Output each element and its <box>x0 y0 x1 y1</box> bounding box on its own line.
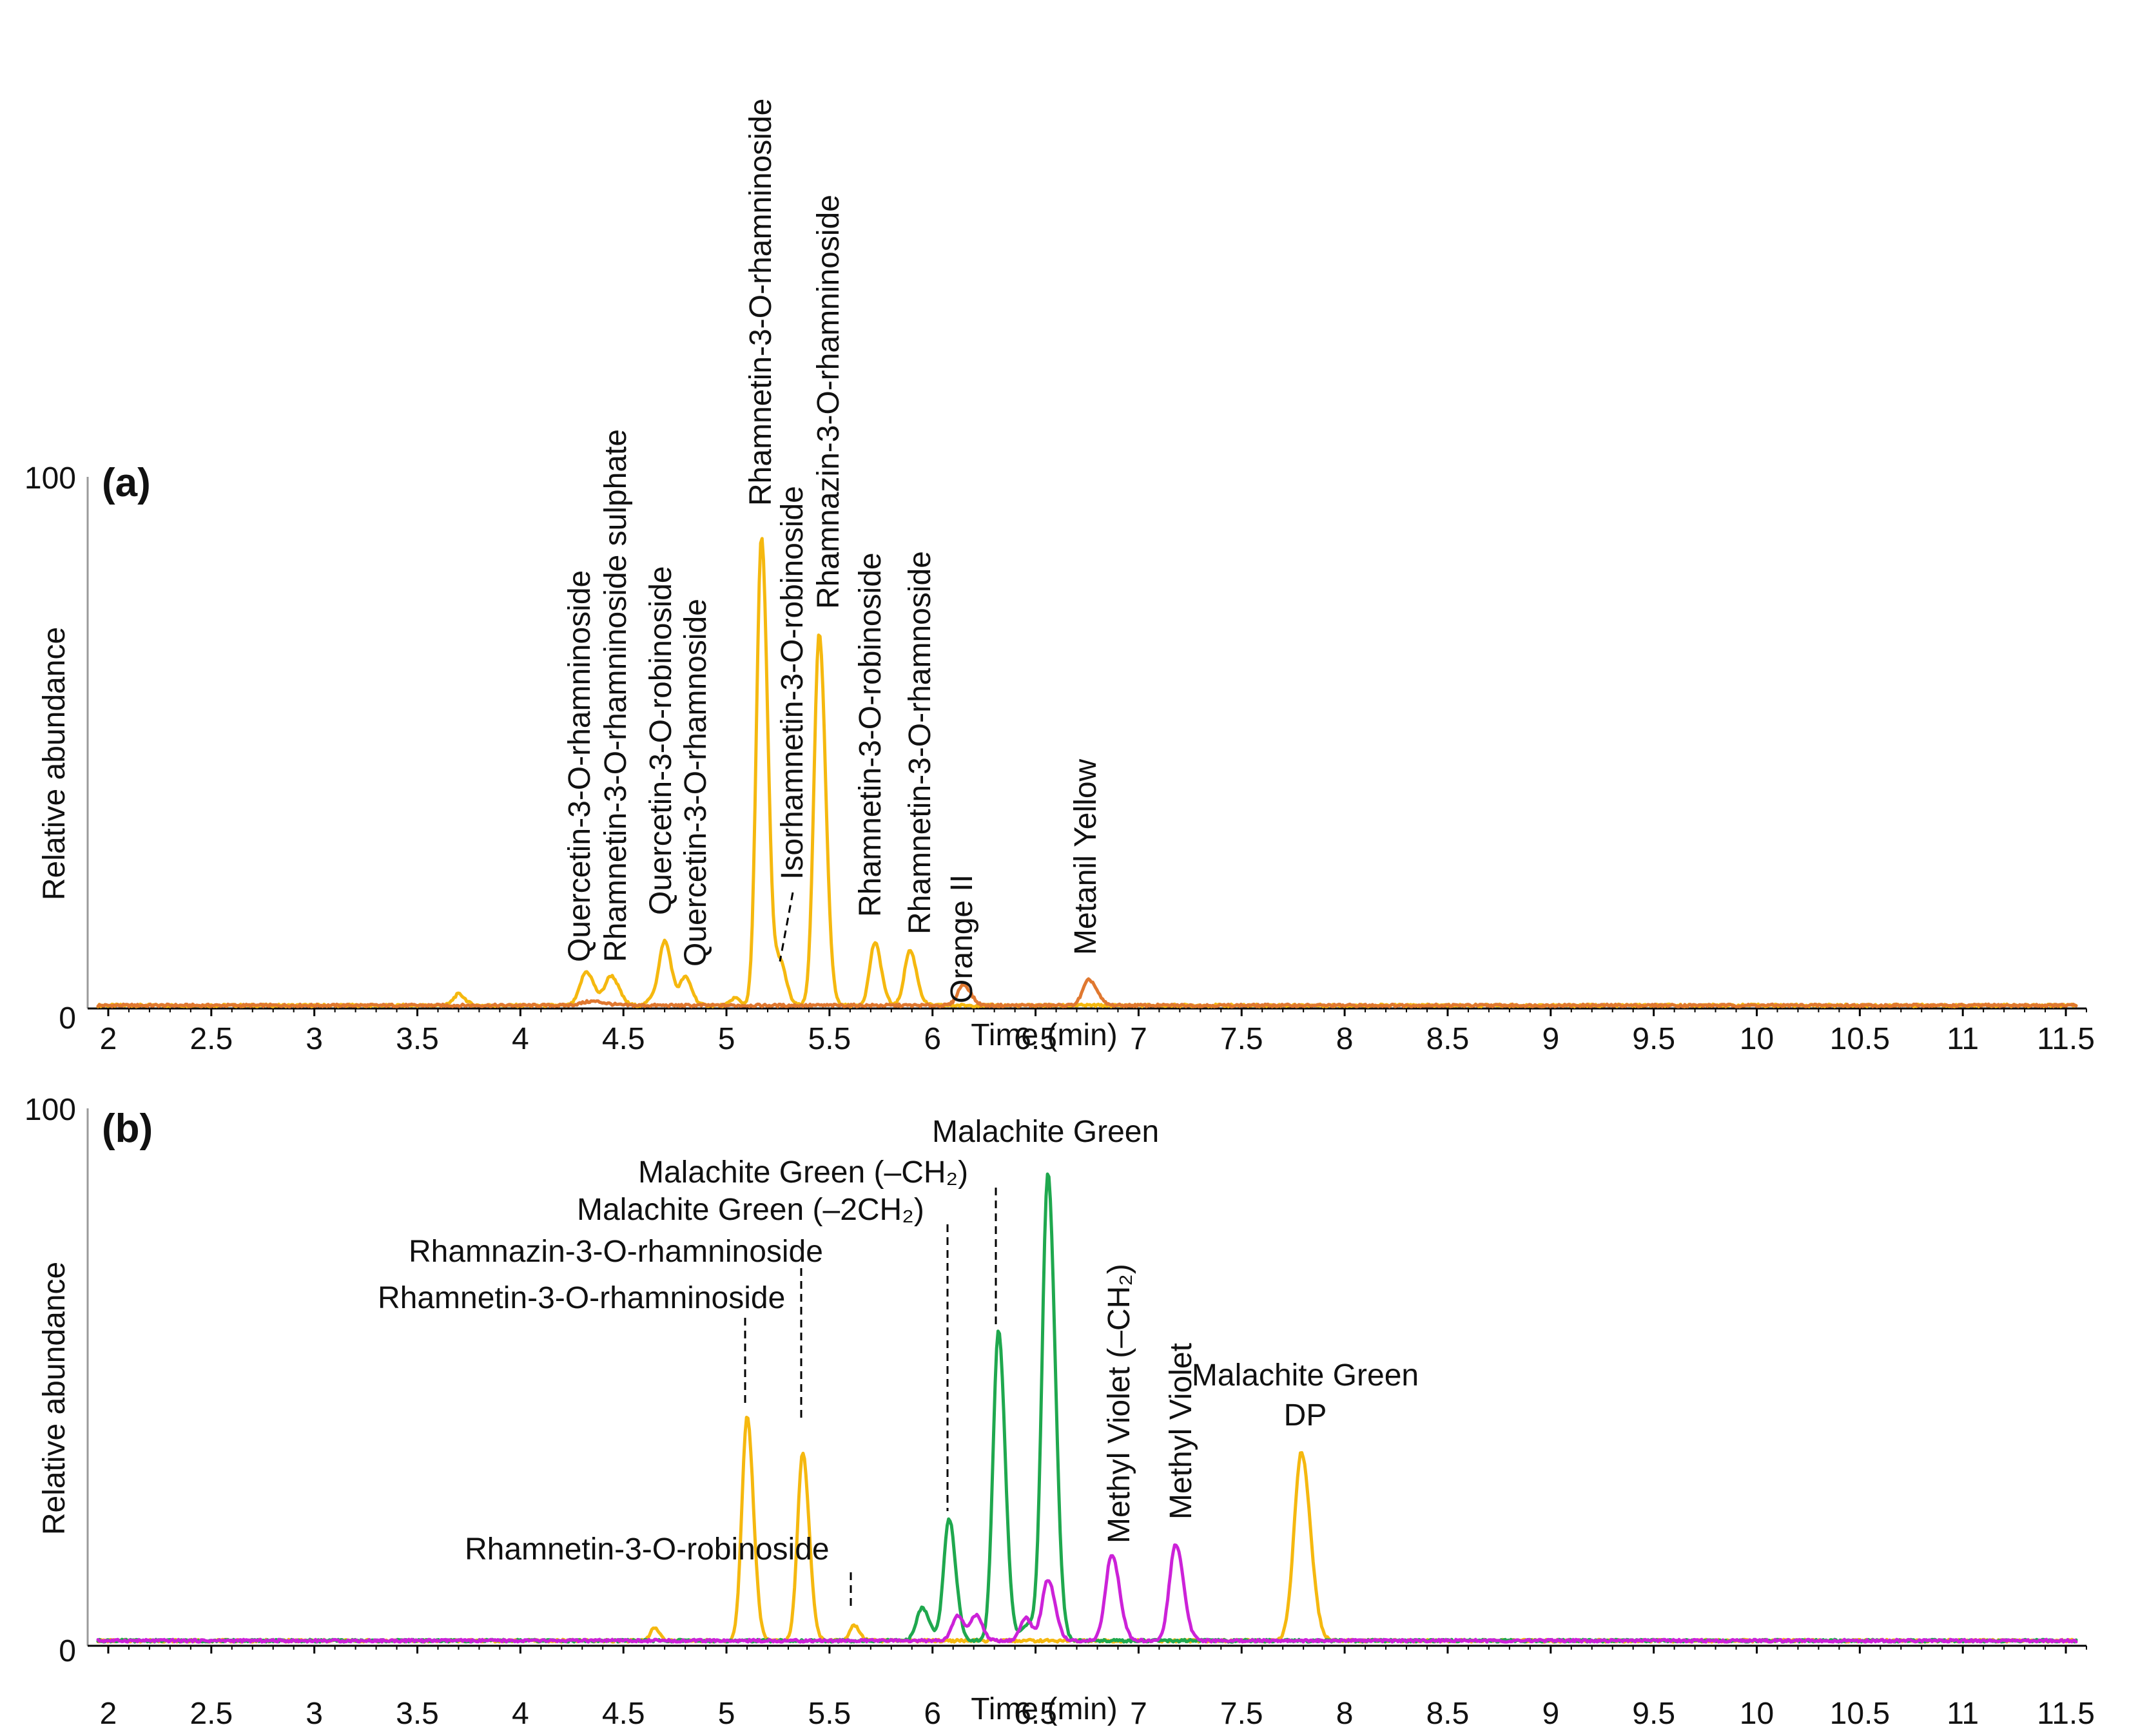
panel-b-x-tick-label: 10 <box>1740 1697 1774 1731</box>
peak-label-a-quercetin-rhamnoside: Quercetin-3-O-rhamnoside <box>679 599 713 967</box>
panel-b-x-tick-label: 11.5 <box>2037 1697 2095 1731</box>
panel-a-x-tick-label: 9.5 <box>1632 1022 1675 1056</box>
panel-a-x-tick-label: 10 <box>1740 1022 1774 1056</box>
panel-a-x-tick-label: 8.5 <box>1426 1022 1470 1056</box>
panel-b-label: (b) <box>102 1106 153 1151</box>
panel-a-x-tick-label: 11 <box>1947 1022 1979 1056</box>
peak-label-a-metanil-yellow: Metanil Yellow <box>1069 758 1103 955</box>
panel-b-x-ticks: 2 2.5 3 3.5 4 4.5 5 5.5 6 6.5 7 7.5 8 8.5 9 9.5 10 10.5 11… <box>100 1646 2095 1731</box>
panel-b-traces <box>96 1172 2078 1644</box>
panel-a-x-tick-label: 7 <box>1130 1022 1147 1056</box>
panel-a-x-tick-label: 10.5 <box>1830 1022 1890 1056</box>
panel-b-x-tick-label: 6 <box>924 1697 941 1731</box>
panel-a-x-tick-label: 4 <box>512 1022 529 1056</box>
peak-label-b-malachite-green: Malachite Green <box>932 1115 1159 1149</box>
panel-b-y-max-label: 100 <box>24 1093 76 1127</box>
leader-a-isorhamnetin <box>779 892 794 962</box>
panel-b-x-tick-label: 7 <box>1130 1697 1147 1731</box>
panel-a-x-ticks: 2 2.5 3 3.5 4 4.5 5 5.5 6 6.5 7 7.5 8 8.5 9 9.5 10 10.5 11… <box>100 1008 2095 1056</box>
panel-b-x-tick-label: 10.5 <box>1830 1697 1890 1731</box>
peak-label-b-malachite-green-2ch2: Malachite Green (–2CH₂) <box>577 1193 924 1227</box>
peak-label-b-rhamnazin-rhamninoside: Rhamnazin-3-O-rhamninoside <box>409 1235 823 1269</box>
panel-b-x-tick-label: 4.5 <box>602 1697 645 1731</box>
panel-b-x-tick-label: 5.5 <box>808 1697 851 1731</box>
panel-a-x-tick-label: 2.5 <box>190 1022 233 1056</box>
panel-a-x-tick-label: 3.5 <box>396 1022 439 1056</box>
panel-b-trace-methyl-violet <box>96 1543 2078 1644</box>
panel-b-x-tick-label: 11 <box>1947 1697 1979 1731</box>
peak-label-a-rhamnetin-rhamninoside: Rhamnetin-3-O-rhamninoside <box>744 99 778 506</box>
panel-a-x-tick-label: 8 <box>1336 1022 1354 1056</box>
panel-b-x-tick-label: 9.5 <box>1632 1697 1675 1731</box>
panel-a-label: (a) <box>102 461 151 505</box>
panel-b-x-tick-label: 2 <box>100 1697 117 1731</box>
panel-b-x-tick-label: 7.5 <box>1220 1697 1263 1731</box>
peak-label-a-rhamnetin-robinoside: Rhamnetin-3-O-robinoside <box>853 552 888 917</box>
panel-b-x-tick-label: 3.5 <box>396 1697 439 1731</box>
panel-b-x-tick-label: 3 <box>306 1697 323 1731</box>
peak-label-b-rhamnetin-rhamninoside: Rhamnetin-3-O-rhamninoside <box>378 1281 785 1315</box>
panel-b-x-tick-label: 2.5 <box>190 1697 233 1731</box>
panel-a-x-tick-label: 11.5 <box>2037 1022 2095 1056</box>
peak-label-a-quercetin-rhamninoside: Quercetin-3-O-rhamninoside <box>563 570 597 962</box>
panel-b-y-min-label: 0 <box>59 1634 76 1668</box>
panel-a-y-max-label: 100 <box>24 461 76 496</box>
peak-label-b-malachite-green-dp-line2: DP <box>1284 1398 1327 1432</box>
panel-a-x-tick-label: 5.5 <box>808 1022 851 1056</box>
panel-a-x-tick-label: 6 <box>924 1022 941 1056</box>
peak-label-b-rhamnetin-robinoside: Rhamnetin-3-O-robinoside <box>465 1532 830 1567</box>
panel-a-trace-azo-dyes <box>96 977 2078 1008</box>
peak-label-a-rhamnetin-rhamnoside: Rhamnetin-3-O-rhamnoside <box>903 551 937 934</box>
panel-a: (a) 100 0 Relative abundance 2 2.5 3 3.5 4 4.… <box>24 99 2095 1056</box>
panel-a-x-tick-label: 9 <box>1542 1022 1559 1056</box>
peak-label-b-malachite-green-dp-line1: Malachite Green <box>1192 1358 1419 1393</box>
peak-label-a-orange-ii: Orange II <box>945 874 979 1003</box>
panel-b-x-tick-label: 9 <box>1542 1697 1559 1731</box>
panel-b-trace-malachite-green <box>96 1172 2078 1644</box>
panel-b-trace-natural-dye-markers-and-malachite-green-dp <box>96 1416 2078 1644</box>
peak-label-b-methyl-violet: Methyl Violet <box>1164 1343 1198 1519</box>
panel-b-y-axis-title: Relative abundance <box>37 1262 72 1535</box>
peak-label-a-rhamnetin-rhamninoside-sulphate: Rhamnetin-3-O-rhamninoside sulphate <box>599 429 633 962</box>
panel-a-x-tick-label: 3 <box>306 1022 323 1056</box>
panel-b-x-tick-label: 8.5 <box>1426 1697 1470 1731</box>
panel-b-x-tick-label: 5 <box>718 1697 735 1731</box>
panel-a-y-axis-title: Relative abundance <box>37 627 72 900</box>
panel-b-x-tick-label: 8 <box>1336 1697 1354 1731</box>
peak-label-b-malachite-green-ch2: Malachite Green (–CH₂) <box>638 1155 968 1190</box>
panel-a-y-min-label: 0 <box>59 1001 76 1036</box>
panel-a-x-axis-title: Time (min) <box>971 1018 1118 1052</box>
panel-a-x-tick-label: 2 <box>100 1022 117 1056</box>
panel-b-x-tick-label: 6.5 <box>1014 1697 1057 1731</box>
panel-a-x-tick-label: 6.5 <box>1014 1022 1057 1056</box>
panel-a-x-tick-label: 5 <box>718 1022 735 1056</box>
panel-b: (b) 100 0 Relative abundance 2 2.5 3 3.5 4 4.… <box>24 1093 2095 1731</box>
panel-a-traces <box>96 537 2078 1008</box>
panel-b-x-axis-title: Time (min) <box>971 1692 1118 1726</box>
panel-b-x-tick-label: 4 <box>512 1697 529 1731</box>
panel-a-x-tick-label: 7.5 <box>1220 1022 1263 1056</box>
peak-label-a-quercetin-robinoside: Quercetin-3-O-robinoside <box>644 566 678 915</box>
peak-label-b-methyl-violet-ch2: Methyl Violet (–CH₂) <box>1102 1264 1136 1543</box>
peak-label-a-isorhamnetin-robinoside: Isorhamnetin-3-O-robinoside <box>775 486 810 880</box>
peak-label-a-rhamnazin-rhamninoside: Rhamnazin-3-O-rhamninoside <box>812 195 846 609</box>
panel-a-x-tick-label: 4.5 <box>602 1022 645 1056</box>
